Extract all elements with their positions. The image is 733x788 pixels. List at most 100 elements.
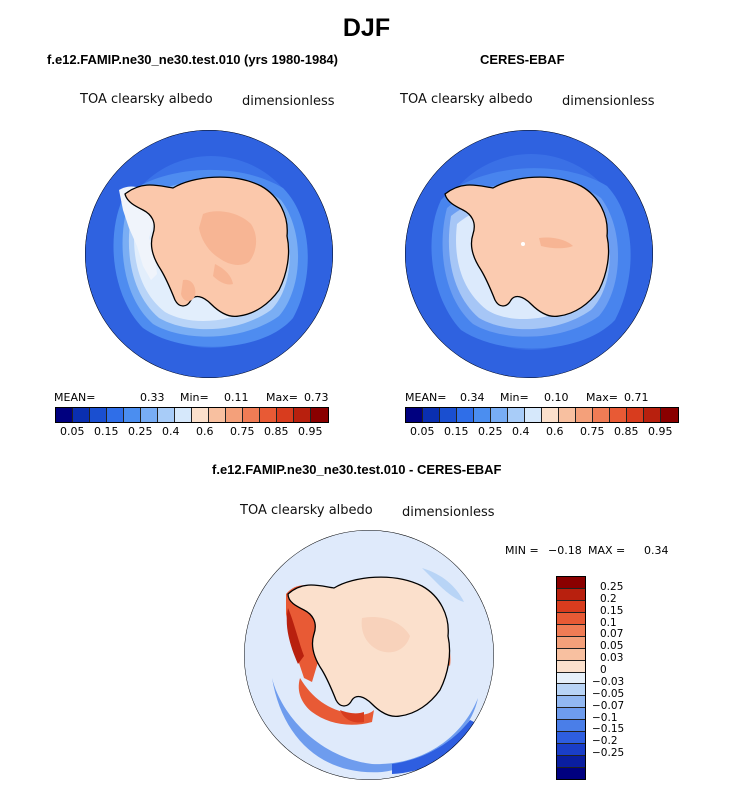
colorbar-swatch xyxy=(457,408,474,422)
colorbar-swatch xyxy=(557,660,585,673)
obs-mean-value: 0.34 xyxy=(460,391,485,404)
colorbar-tick-label: 0.05 xyxy=(410,425,435,438)
colorbar-tick-label: 0.6 xyxy=(546,425,564,438)
colorbar-swatch xyxy=(557,744,585,757)
model-min-label: Min= xyxy=(180,391,209,404)
colorbar-swatch xyxy=(474,408,491,422)
model-polar-map xyxy=(85,130,333,378)
colorbar-swatch xyxy=(243,408,260,422)
obs-panel-title: CERES-EBAF xyxy=(480,52,565,67)
obs-colorbar-ticks: 0.05 0.15 0.25 0.4 0.6 0.75 0.85 0.95 xyxy=(405,425,677,439)
colorbar-tick-label: 0.4 xyxy=(512,425,530,438)
colorbar-swatch xyxy=(508,408,525,422)
colorbar-tick-label: 0 xyxy=(600,664,607,677)
colorbar-tick-label: 0.15 xyxy=(600,604,624,617)
colorbar-tick-label: 0.95 xyxy=(648,425,673,438)
colorbar-swatch xyxy=(294,408,311,422)
diff-min-value: −0.18 xyxy=(548,544,582,557)
colorbar-tick-label: −0.2 xyxy=(592,735,618,748)
colorbar-swatch xyxy=(56,408,73,422)
colorbar-tick-label: 0.95 xyxy=(298,425,323,438)
colorbar-swatch xyxy=(557,612,585,625)
colorbar-tick-label: −0.03 xyxy=(592,675,625,688)
colorbar-swatch xyxy=(557,756,585,768)
colorbar-tick-label: 0.25 xyxy=(600,580,624,593)
colorbar-swatch xyxy=(559,408,576,422)
colorbar-tick-label: 0.15 xyxy=(444,425,469,438)
colorbar-tick-label: 0.25 xyxy=(128,425,153,438)
model-mean-label: MEAN= xyxy=(54,391,96,404)
obs-variable-label: TOA clearsky albedo xyxy=(400,92,533,107)
colorbar-tick-label: 0.15 xyxy=(94,425,119,438)
colorbar-swatch xyxy=(557,672,585,685)
colorbar-tick-label: −0.25 xyxy=(592,747,625,760)
colorbar-swatch xyxy=(440,408,457,422)
model-colorbar xyxy=(55,407,329,423)
model-min-value: 0.11 xyxy=(224,391,249,404)
colorbar-swatch xyxy=(423,408,440,422)
colorbar-tick-label: 0.85 xyxy=(614,425,639,438)
colorbar-swatch xyxy=(557,708,585,721)
colorbar-swatch xyxy=(557,577,585,589)
colorbar-swatch xyxy=(557,588,585,601)
obs-max-value: 0.71 xyxy=(624,391,649,404)
colorbar-tick-label: 0.05 xyxy=(60,425,85,438)
colorbar-swatch xyxy=(557,684,585,697)
obs-mean-label: MEAN= xyxy=(405,391,447,404)
colorbar-swatch xyxy=(491,408,508,422)
colorbar-swatch xyxy=(610,408,627,422)
colorbar-tick-label: −0.05 xyxy=(592,687,625,700)
model-max-label: Max= xyxy=(266,391,298,404)
colorbar-swatch xyxy=(557,720,585,733)
colorbar-tick-label: 0.03 xyxy=(600,652,624,665)
model-max-value: 0.73 xyxy=(304,391,329,404)
colorbar-swatch xyxy=(311,408,328,422)
colorbar-swatch xyxy=(593,408,610,422)
colorbar-swatch xyxy=(141,408,158,422)
colorbar-swatch xyxy=(557,732,585,745)
colorbar-tick-label: −0.1 xyxy=(592,711,618,724)
colorbar-tick-label: 0.75 xyxy=(230,425,255,438)
obs-colorbar xyxy=(405,407,679,423)
diff-max-value: 0.34 xyxy=(644,544,669,557)
colorbar-swatch xyxy=(557,648,585,661)
colorbar-swatch xyxy=(124,408,141,422)
model-panel-title: f.e12.FAMIP.ne30_ne30.test.010 (yrs 1980… xyxy=(47,52,338,67)
obs-max-label: Max= xyxy=(586,391,618,404)
diff-variable-label: TOA clearsky albedo xyxy=(240,503,373,518)
diff-colorbar xyxy=(556,576,586,780)
model-variable-label: TOA clearsky albedo xyxy=(80,92,213,107)
colorbar-tick-label: 0.2 xyxy=(600,592,617,605)
colorbar-swatch xyxy=(209,408,226,422)
colorbar-swatch xyxy=(226,408,243,422)
colorbar-swatch xyxy=(90,408,107,422)
model-colorbar-ticks: 0.05 0.15 0.25 0.4 0.6 0.75 0.85 0.95 xyxy=(55,425,327,439)
colorbar-swatch xyxy=(107,408,124,422)
diff-units-label: dimensionless xyxy=(402,505,495,520)
colorbar-tick-label: 0.75 xyxy=(580,425,605,438)
diff-min-label: MIN = xyxy=(505,544,539,557)
diff-max-label: MAX = xyxy=(588,544,626,557)
colorbar-swatch xyxy=(557,768,585,779)
model-units-label: dimensionless xyxy=(242,94,335,109)
obs-min-label: Min= xyxy=(500,391,529,404)
colorbar-tick-label: 0.1 xyxy=(600,616,617,629)
diff-colorbar-ticks: 0.25 0.2 0.15 0.1 0.07 0.05 0.03 0 −0.03 −0.05 −0.… xyxy=(592,576,652,778)
colorbar-swatch xyxy=(576,408,593,422)
colorbar-swatch xyxy=(557,636,585,649)
colorbar-swatch xyxy=(277,408,294,422)
colorbar-tick-label: 0.6 xyxy=(196,425,214,438)
colorbar-swatch xyxy=(192,408,209,422)
colorbar-tick-label: 0.4 xyxy=(162,425,180,438)
colorbar-swatch xyxy=(557,600,585,613)
colorbar-swatch xyxy=(175,408,192,422)
colorbar-swatch xyxy=(542,408,559,422)
colorbar-tick-label: −0.15 xyxy=(592,723,625,736)
colorbar-swatch xyxy=(260,408,277,422)
colorbar-swatch xyxy=(158,408,175,422)
obs-units-label: dimensionless xyxy=(562,94,655,109)
colorbar-tick-label: 0.85 xyxy=(264,425,289,438)
colorbar-swatch xyxy=(661,408,678,422)
obs-min-value: 0.10 xyxy=(544,391,569,404)
colorbar-swatch xyxy=(627,408,644,422)
